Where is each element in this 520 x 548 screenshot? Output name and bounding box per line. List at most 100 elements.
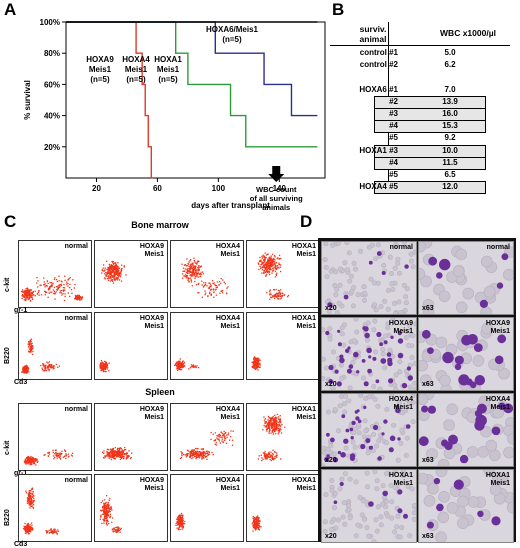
- facs-dot: [202, 456, 204, 458]
- facs-dot: [112, 282, 115, 284]
- facs-dot: [26, 371, 29, 373]
- facs-dot: [276, 421, 278, 424]
- facs-dot: [179, 367, 181, 369]
- facs-dot: [279, 430, 281, 432]
- facs-dot: [114, 275, 116, 277]
- facs-dot: [112, 270, 114, 273]
- stained-cell: [454, 355, 464, 365]
- facs-dot: [266, 429, 268, 431]
- facs-dot: [271, 264, 274, 266]
- red-cell: [393, 387, 399, 390]
- facs-dot: [279, 427, 281, 429]
- facs-dot: [256, 358, 258, 360]
- facs-dot: [278, 258, 280, 260]
- facs-dot: [265, 453, 267, 455]
- facs-dot: [118, 448, 121, 450]
- wbc-animal: #5: [389, 170, 398, 179]
- facs-dot: [255, 357, 257, 359]
- facs-dot: [178, 516, 180, 518]
- facs-dot: [29, 524, 31, 526]
- facs-dot: [23, 371, 26, 373]
- facs-dot: [251, 366, 253, 368]
- facs-dot: [55, 531, 57, 534]
- facs-dot: [193, 449, 195, 451]
- facs-dot: [29, 527, 32, 529]
- facs-dot: [105, 523, 107, 525]
- facs-dot: [53, 531, 55, 533]
- red-cell: [392, 311, 398, 314]
- red-cell: [407, 323, 413, 329]
- facs-dot: [108, 457, 110, 459]
- red-cell: [373, 517, 379, 523]
- facs-dot: [55, 454, 57, 457]
- red-cell: [326, 409, 332, 415]
- stained-cell: [397, 331, 402, 336]
- facs-dot: [109, 452, 111, 454]
- facs-dot: [252, 361, 254, 363]
- stained-cell: [347, 346, 351, 350]
- facs-dot: [103, 360, 106, 363]
- facs-dot: [116, 450, 118, 452]
- facs-dot: [218, 434, 220, 436]
- facs-dot: [188, 277, 190, 279]
- facs-dot: [54, 456, 56, 459]
- facs-dot: [53, 367, 55, 370]
- facs-dot: [45, 367, 47, 369]
- facs-dot: [119, 272, 122, 274]
- facs-dot: [108, 510, 110, 512]
- facs-dot: [111, 456, 114, 459]
- facs-dot: [195, 267, 197, 269]
- stained-cell: [334, 369, 339, 374]
- facs-dot: [46, 531, 49, 533]
- facs-dot: [100, 359, 103, 362]
- facs-dot: [112, 267, 114, 269]
- facs-dot: [107, 454, 109, 457]
- facs-dot: [111, 521, 113, 523]
- facs-dot: [28, 503, 30, 505]
- facs-dot: [27, 498, 29, 500]
- facs-dot: [177, 528, 180, 531]
- facs-dot: [274, 263, 276, 265]
- facs-dot: [261, 261, 264, 264]
- red-cell: [361, 297, 367, 303]
- facs-dot: [266, 424, 268, 426]
- facs-dot: [269, 456, 271, 458]
- facs-dot: [105, 507, 107, 509]
- facs-dot: [264, 457, 266, 459]
- stained-cell: [333, 500, 338, 504]
- facs-dot: [176, 368, 178, 370]
- facs-dot: [113, 528, 115, 530]
- facs-dot: [194, 261, 196, 263]
- facs-dot: [222, 434, 224, 437]
- facs-dot: [111, 270, 113, 272]
- facs-dot: [262, 452, 264, 454]
- facs-dot: [192, 271, 194, 273]
- facs-dot: [270, 424, 272, 426]
- facs-dot: [23, 291, 25, 293]
- facs-plot-label: HOXA4 Meis1: [215, 315, 240, 330]
- facs-dot: [104, 267, 106, 269]
- facs-dot: [274, 458, 276, 460]
- facs-dot: [223, 430, 225, 433]
- facs-dot: [192, 266, 194, 268]
- facs-dot: [24, 532, 27, 534]
- stained-cell: [337, 329, 341, 333]
- facs-dot: [120, 268, 122, 271]
- red-cell: [322, 356, 326, 362]
- red-cell: [403, 334, 409, 340]
- facs-dot: [193, 454, 195, 456]
- facs-dot: [194, 265, 196, 267]
- facs-dot: [29, 505, 32, 507]
- facs-dot: [47, 296, 49, 298]
- red-cell: [437, 458, 450, 466]
- facs-dot: [181, 366, 184, 368]
- red-cell: [331, 349, 337, 355]
- facs-dot: [107, 454, 110, 456]
- facs-dot: [36, 276, 38, 279]
- facs-dot: [255, 528, 258, 530]
- facs-dot: [267, 267, 269, 269]
- facs-dot: [264, 422, 266, 424]
- facs-dot: [184, 520, 186, 523]
- facs-dot: [261, 269, 264, 271]
- facs-dot: [178, 522, 180, 525]
